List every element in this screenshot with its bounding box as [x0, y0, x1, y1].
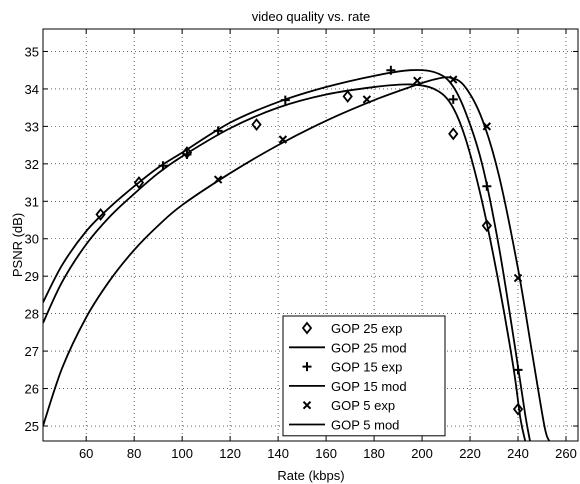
series-gop-15-mod: [43, 69, 531, 441]
data-point: [512, 402, 524, 416]
y-tick-label: 25: [25, 419, 39, 434]
legend-label: GOP 25 exp: [331, 321, 402, 336]
y-tick-label: 29: [25, 269, 39, 284]
legend: GOP 25 exp GOP 25 mod GOP 15 exp GOP 15 mod…: [282, 315, 446, 437]
series-line: [43, 76, 551, 441]
legend-label: GOP 15 exp: [331, 360, 402, 375]
legend-label: GOP 5 mod: [331, 418, 399, 433]
data-point: [448, 127, 459, 141]
y-tick-label: 32: [25, 157, 39, 172]
legend-label: GOP 5 exp: [331, 398, 395, 413]
axes-frame: [42, 28, 579, 442]
chart-title: video quality vs. rate: [252, 9, 371, 24]
x-tick-label: 80: [127, 446, 141, 461]
series-gop-15-exp: [158, 65, 523, 375]
y-tick-label: 31: [25, 194, 39, 209]
x-tick-label: 100: [171, 446, 193, 461]
x-tick-label: 120: [219, 446, 241, 461]
x-tick-label: 200: [411, 446, 433, 461]
y-tick-label: 30: [25, 232, 39, 247]
x-tick-label: 220: [459, 446, 481, 461]
legend-label: GOP 25 mod: [331, 340, 407, 355]
data-point: [182, 149, 192, 159]
series-line: [43, 83, 527, 441]
legend-entry: GOP 15 mod: [289, 379, 407, 394]
data-point: [481, 219, 492, 233]
legend-entry: GOP 5 mod: [289, 418, 399, 433]
x-tick-label: 140: [267, 446, 289, 461]
x-axis-ticks: 60 80 100 120 140 160 180 200 220 240 260: [79, 29, 577, 461]
x-tick-label: 180: [363, 446, 385, 461]
y-tick-label: 34: [25, 82, 39, 97]
series-gop-5-mod: [43, 76, 551, 441]
y-tick-label: 28: [25, 307, 39, 322]
x-tick-label: 60: [79, 446, 93, 461]
legend-marker-swatch: [302, 400, 312, 410]
data-point: [342, 89, 353, 103]
y-tick-label: 35: [25, 44, 39, 59]
series-line: [43, 69, 531, 441]
legend-label: GOP 15 mod: [331, 379, 407, 394]
legend-entry: GOP 5 exp: [302, 398, 395, 413]
legend-entry: GOP 25 exp: [301, 321, 402, 336]
y-tick-label: 26: [25, 382, 39, 397]
legend-entry: GOP 15 exp: [302, 360, 402, 375]
legend-entry: GOP 25 mod: [289, 340, 407, 355]
y-axis-title: PSNR (dB): [10, 213, 25, 277]
y-tick-label: 27: [25, 344, 39, 359]
legend-box: [282, 315, 446, 437]
x-tick-label: 160: [315, 446, 337, 461]
grid-lines: [43, 29, 578, 441]
y-axis-ticks: 25 26 27 28 29 30 31 32 33 34 35: [25, 44, 578, 434]
y-tick-label: 33: [25, 119, 39, 134]
x-tick-label: 240: [507, 446, 529, 461]
plot-area: [43, 65, 551, 441]
legend-marker-swatch: [301, 321, 313, 335]
legend-marker-swatch: [302, 362, 312, 372]
axes: [42, 28, 579, 442]
data-point: [448, 94, 458, 104]
series-gop-25-mod: [43, 83, 527, 441]
x-axis-title: Rate (kbps): [277, 468, 344, 483]
data-point: [251, 118, 262, 131]
x-tick-label: 260: [555, 446, 577, 461]
